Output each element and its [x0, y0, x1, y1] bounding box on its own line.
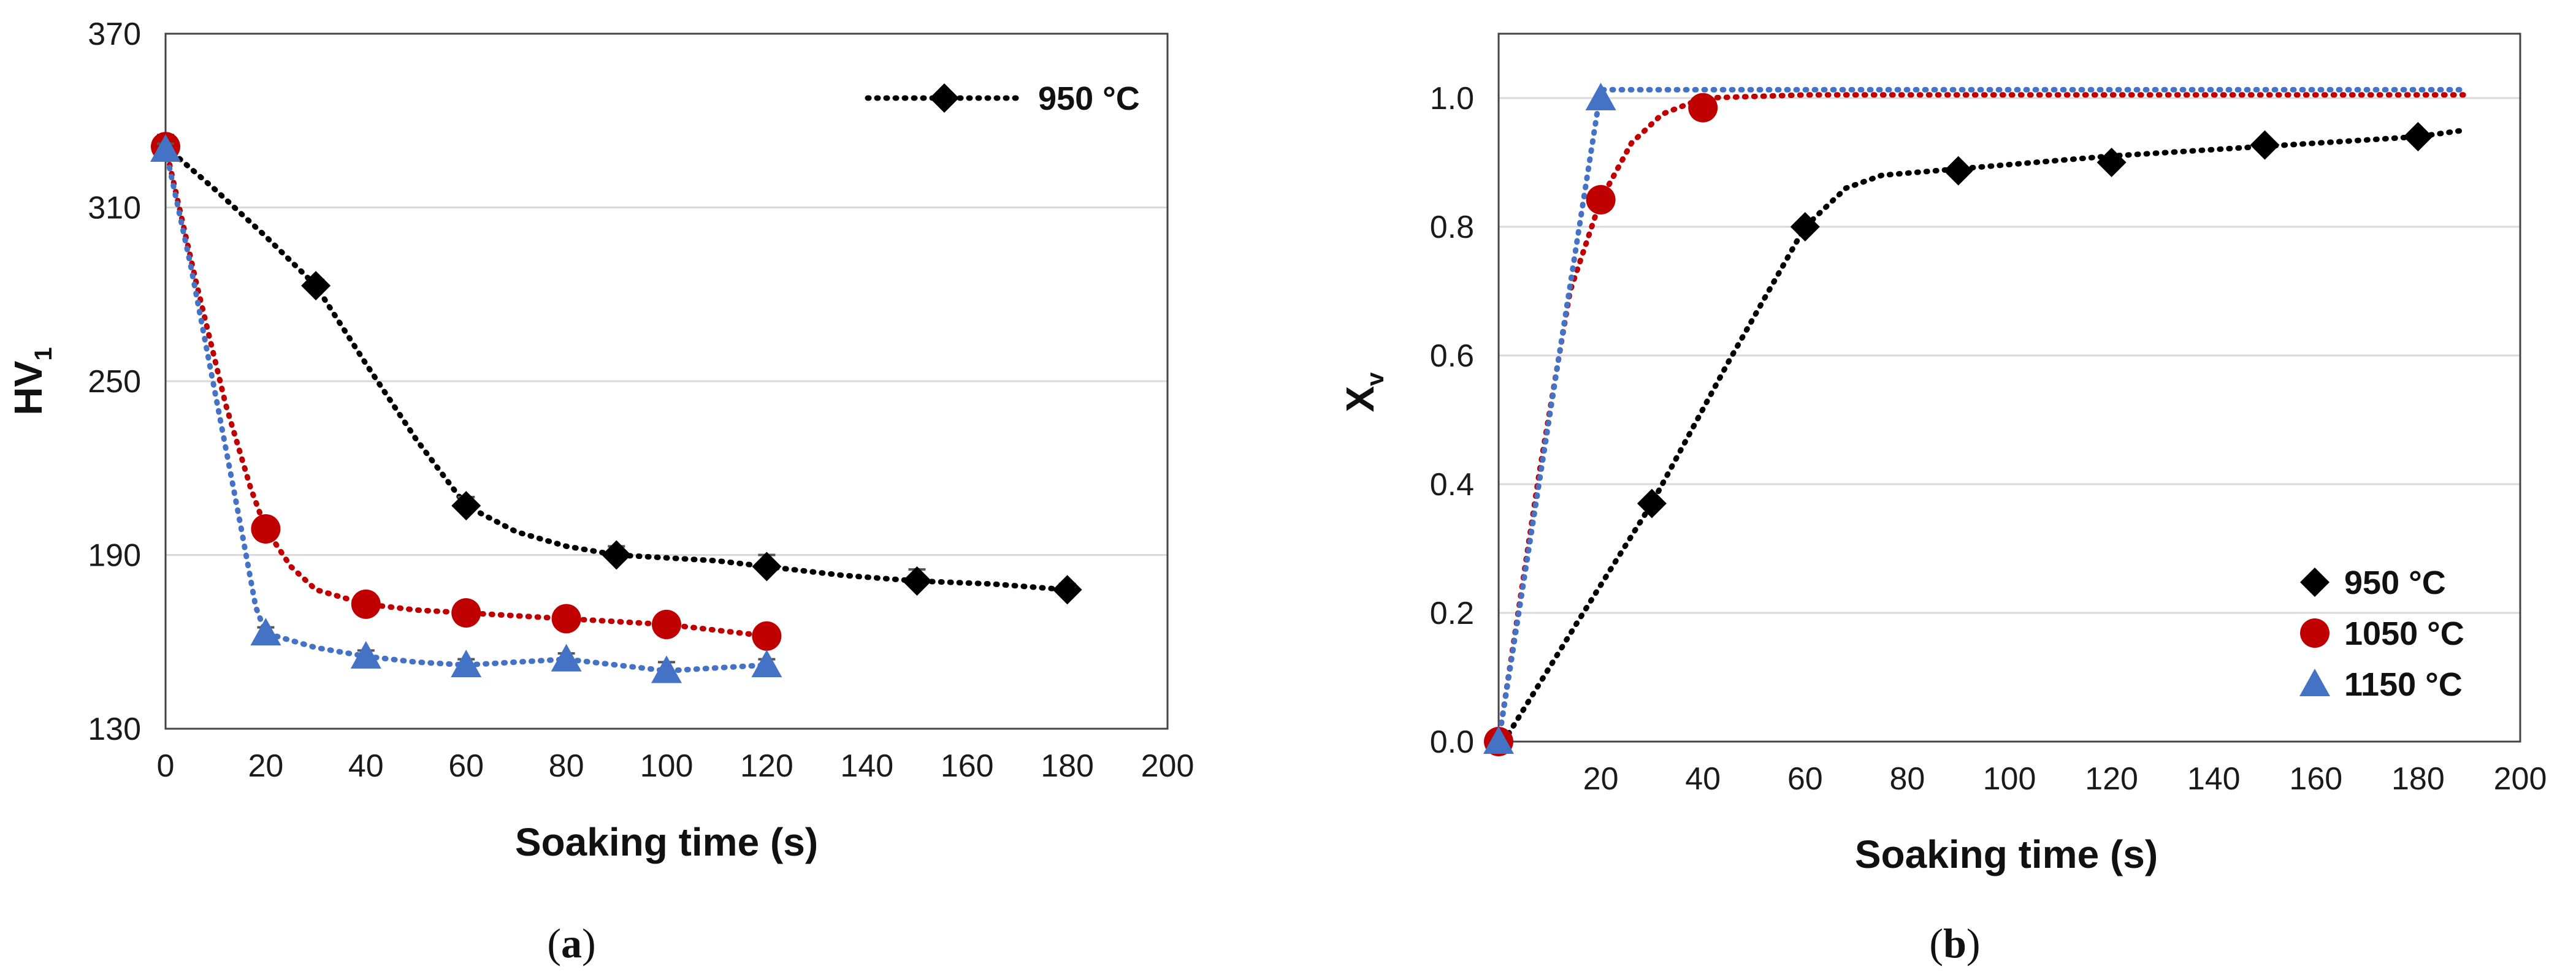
panel-b-point-c950: [2403, 122, 2433, 151]
panel-a-x-axis-title: Soaking time (s): [515, 820, 818, 864]
panel-b-y-tick-label: 0.8: [1430, 210, 1474, 245]
panel-a-x-tick-label: 200: [1141, 748, 1194, 784]
panel-a-point-c1150: [551, 644, 582, 672]
panel-b-x-tick-label: 80: [1889, 761, 1925, 797]
panel-b-caption: (b): [1929, 920, 1980, 967]
panel-b-y-axis-title: Xv: [1338, 372, 1389, 412]
panel-b-legend-marker-c1150: [2299, 669, 2330, 696]
panel-b-x-tick-label: 120: [2085, 761, 2138, 797]
panel-b-legend-label: 950 °C: [2344, 564, 2446, 601]
panel-a-caption: (a): [547, 920, 595, 967]
panel-a-point-c950: [752, 552, 782, 582]
panel-b-y-tick-label: 1.0: [1430, 81, 1474, 116]
panel-a-trend-line-c950: [162, 143, 1071, 593]
panel-b-x-axis-title: Soaking time (s): [1855, 832, 2158, 876]
panel-b-y-tick-label: 0.0: [1430, 724, 1474, 760]
panel-a-x-tick-label: 0: [157, 748, 175, 784]
panel-b-y-tick-label: 0.4: [1430, 467, 1474, 503]
panel-a-y-tick-label: 130: [88, 712, 141, 747]
panel-a-point-c1150: [150, 134, 181, 162]
panel-b-legend-marker-c950: [2300, 568, 2329, 597]
panel-b-legend-label: 1050 °C: [2344, 615, 2464, 652]
panel-a-y-tick-label: 250: [88, 364, 141, 400]
panel-a-legend-label: 950 °C: [1038, 80, 1140, 117]
panel-b-x-tick-label: 180: [2391, 761, 2445, 797]
panel-a-y-tick-label: 190: [88, 538, 141, 574]
panel-a-point-c950: [602, 540, 632, 570]
panel-b-trend-line-c950: [1500, 127, 2467, 745]
panel-a-point-c1050: [752, 621, 782, 651]
panel-a-tick-labels: 130 190 250 310 370 0 20 40 60 80 100 120 140 160 180 2…: [88, 17, 1194, 784]
panel-b-x-tick-label: 200: [2494, 761, 2547, 797]
panel-b-point-c1150: [1483, 726, 1514, 754]
panel-b-point-c950: [1943, 156, 1973, 186]
panel-a-point-c1050: [652, 609, 681, 639]
panel-a-point-c1150: [350, 640, 381, 669]
panel-b-x-tick-label: 40: [1685, 761, 1721, 797]
panel-a-point-c1050: [551, 604, 581, 634]
panel-a-point-c1050: [451, 598, 481, 628]
panel-a-chart: 130 190 250 310 370 0 20 40 60 80 100 120 140 160 180 2…: [6, 17, 1194, 967]
panel-a-x-tick-label: 160: [941, 748, 994, 784]
panel-b-x-tick-label: 60: [1787, 761, 1823, 797]
panel-a-y-tick-label: 310: [88, 191, 141, 226]
panel-a-x-tick-label: 60: [448, 748, 484, 784]
panel-b-legend: 950 °C 1050 °C 1150 °C: [2299, 564, 2464, 703]
panel-b-x-tick-label: 100: [1983, 761, 2036, 797]
panel-a-point-c1150: [651, 655, 682, 683]
panel-b-plot-frame: [1497, 32, 2521, 743]
panel-b-point-c1050: [1688, 93, 1718, 123]
panel-a-trend-line-c1150: [162, 146, 770, 674]
panel-b-markers: [1483, 83, 2433, 756]
panel-b-point-c950: [2096, 148, 2127, 177]
panel-b-point-c950: [1637, 488, 1667, 518]
panel-a-x-tick-label: 120: [740, 748, 793, 784]
panel-b-point-c1150: [1585, 83, 1616, 110]
panel-a-x-tick-label: 40: [348, 748, 384, 784]
panel-a-x-tick-label: 100: [640, 748, 694, 784]
panel-b-trend-line-c1050: [1496, 92, 2467, 745]
panel-a-plot-frame: [164, 32, 1169, 730]
panel-b-point-c950: [2250, 130, 2280, 160]
panel-a-legend: 950 °C: [865, 80, 1140, 117]
panel-b-chart: 0.0 0.2 0.4 0.6 0.8 1.0 20 40 60 80 100 120 140 160 18…: [1338, 32, 2547, 967]
panel-a-point-c1050: [251, 514, 281, 544]
panel-b-x-tick-label: 20: [1583, 761, 1619, 797]
panel-a-point-c950: [451, 491, 481, 521]
panel-b-point-c950: [1790, 212, 1820, 241]
panel-a-markers: [150, 132, 1082, 683]
panel-a-x-tick-label: 20: [248, 748, 283, 784]
panel-a-y-tick-label: 370: [88, 17, 141, 52]
panel-a-x-tick-label: 80: [549, 748, 584, 784]
panel-a-point-c1150: [751, 650, 782, 678]
panel-a-point-c950: [902, 566, 932, 596]
panel-a-x-tick-label: 180: [1041, 748, 1094, 784]
panel-b-y-tick-label: 0.6: [1430, 338, 1474, 374]
panel-a-point-c1150: [250, 618, 281, 646]
panel-a-legend-marker-c950: [930, 83, 959, 113]
panel-b-point-c1050: [1586, 184, 1616, 215]
panel-a-point-c1050: [351, 589, 381, 619]
panel-a-point-c950: [301, 271, 331, 301]
panel-b-y-tick-label: 0.2: [1430, 596, 1474, 631]
panel-a-trend-line-c1050: [162, 143, 770, 639]
panel-a-x-tick-label: 140: [840, 748, 893, 784]
panel-a-point-c1150: [451, 650, 482, 678]
panel-b-legend-label: 1150 °C: [2344, 666, 2463, 703]
panel-b-x-tick-label: 160: [2289, 761, 2342, 797]
panel-a-point-c950: [1052, 575, 1082, 605]
panel-b-tick-labels: 0.0 0.2 0.4 0.6 0.8 1.0 20 40 60 80 100 120 140 160 18…: [1430, 81, 2547, 797]
panel-b-legend-marker-c1050: [2300, 618, 2329, 648]
panel-a-trend-lines: [162, 143, 1071, 674]
panel-b-x-tick-label: 140: [2187, 761, 2241, 797]
panel-a-y-axis-title: HV1: [6, 347, 57, 415]
